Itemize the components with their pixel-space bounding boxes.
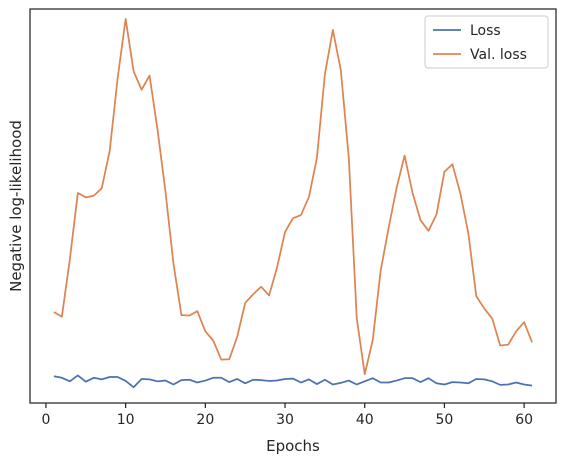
x-tick-label: 30 (276, 412, 294, 428)
y-axis-label: Negative log-likelihood (7, 120, 25, 292)
x-tick-label: 0 (41, 412, 50, 428)
legend-label-val-loss: Val. loss (470, 47, 527, 63)
x-tick-label: 20 (196, 412, 214, 428)
series-line-loss (53, 374, 533, 389)
series-line-val-loss (53, 17, 533, 376)
x-tick-label: 60 (515, 412, 533, 428)
x-tick-label: 50 (436, 412, 454, 428)
legend-box (424, 15, 549, 69)
x-tick-label: 10 (117, 412, 135, 428)
legend-label-loss: Loss (470, 23, 501, 39)
x-axis-label: Epochs (266, 437, 320, 455)
legend: Loss Val. loss (424, 15, 549, 69)
x-tick-label: 40 (356, 412, 374, 428)
plot-frame (29, 8, 557, 404)
